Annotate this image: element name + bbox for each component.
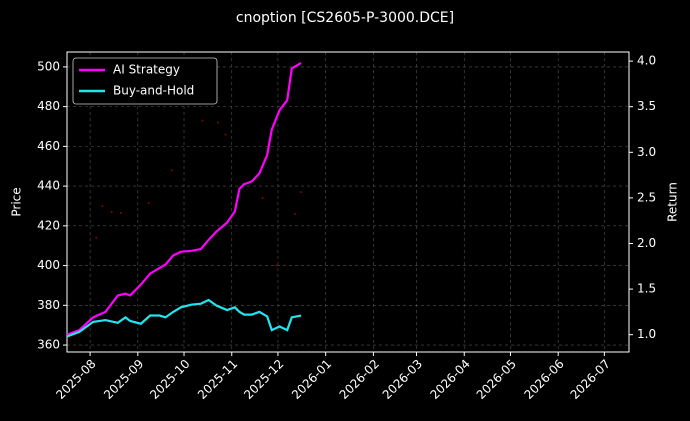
y-axis-label: Price	[10, 187, 24, 216]
y2-tick-label: 3.5	[637, 99, 656, 113]
price-point	[224, 133, 227, 136]
x-tick-label: 2025-09	[101, 357, 146, 402]
y2-axis-label: Return	[666, 182, 680, 222]
y-tick-label: 420	[37, 218, 60, 232]
price-point	[293, 212, 296, 215]
price-point	[216, 121, 219, 124]
price-point	[119, 211, 122, 214]
y-tick-label: 500	[37, 59, 60, 73]
legend-label: Buy-and-Hold	[113, 84, 194, 98]
y-tick-label: 400	[37, 258, 60, 272]
y2-tick-label: 4.0	[637, 54, 656, 68]
x-tick-label: 2026-02	[337, 357, 382, 402]
price-point	[275, 264, 278, 267]
y2-tick-label: 1.5	[637, 282, 656, 296]
price-point	[201, 119, 204, 122]
plot-frame	[66, 51, 630, 353]
price-point	[110, 210, 113, 213]
x-tick-label: 2026-06	[521, 357, 566, 402]
x-tick-label: 2026-01	[289, 357, 334, 402]
price-point	[261, 197, 264, 200]
x-tick-label: 2026-03	[380, 357, 425, 402]
price-point	[170, 169, 173, 172]
series-line	[66, 61, 302, 336]
legend-label: AI Strategy	[113, 63, 180, 77]
x-tick-label: 2025-11	[195, 357, 240, 402]
price-point	[95, 236, 98, 239]
price-point	[300, 191, 303, 194]
y-tick-label: 440	[37, 179, 60, 193]
x-tick-label: 2026-04	[427, 357, 472, 402]
legend-box	[72, 57, 218, 105]
y-tick-label: 360	[37, 338, 60, 352]
x-tick-label: 2026-07	[568, 357, 613, 402]
x-tick-label: 2025-10	[147, 357, 192, 402]
y2-tick-label: 3.0	[637, 145, 656, 159]
y-tick-label: 480	[37, 99, 60, 113]
x-tick-label: 2025-12	[241, 357, 286, 402]
x-tick-label: 2026-05	[474, 357, 519, 402]
price-point	[101, 204, 104, 207]
chart-title: cnoption [CS2605-P-3000.DCE]	[236, 10, 454, 26]
y2-tick-label: 1.0	[637, 327, 656, 341]
y-tick-label: 380	[37, 298, 60, 312]
y-tick-label: 460	[37, 139, 60, 153]
y2-tick-label: 2.5	[637, 190, 656, 204]
price-point	[147, 201, 150, 204]
y2-tick-label: 2.0	[637, 236, 656, 250]
series-line	[66, 298, 302, 338]
x-tick-label: 2025-08	[53, 357, 98, 402]
